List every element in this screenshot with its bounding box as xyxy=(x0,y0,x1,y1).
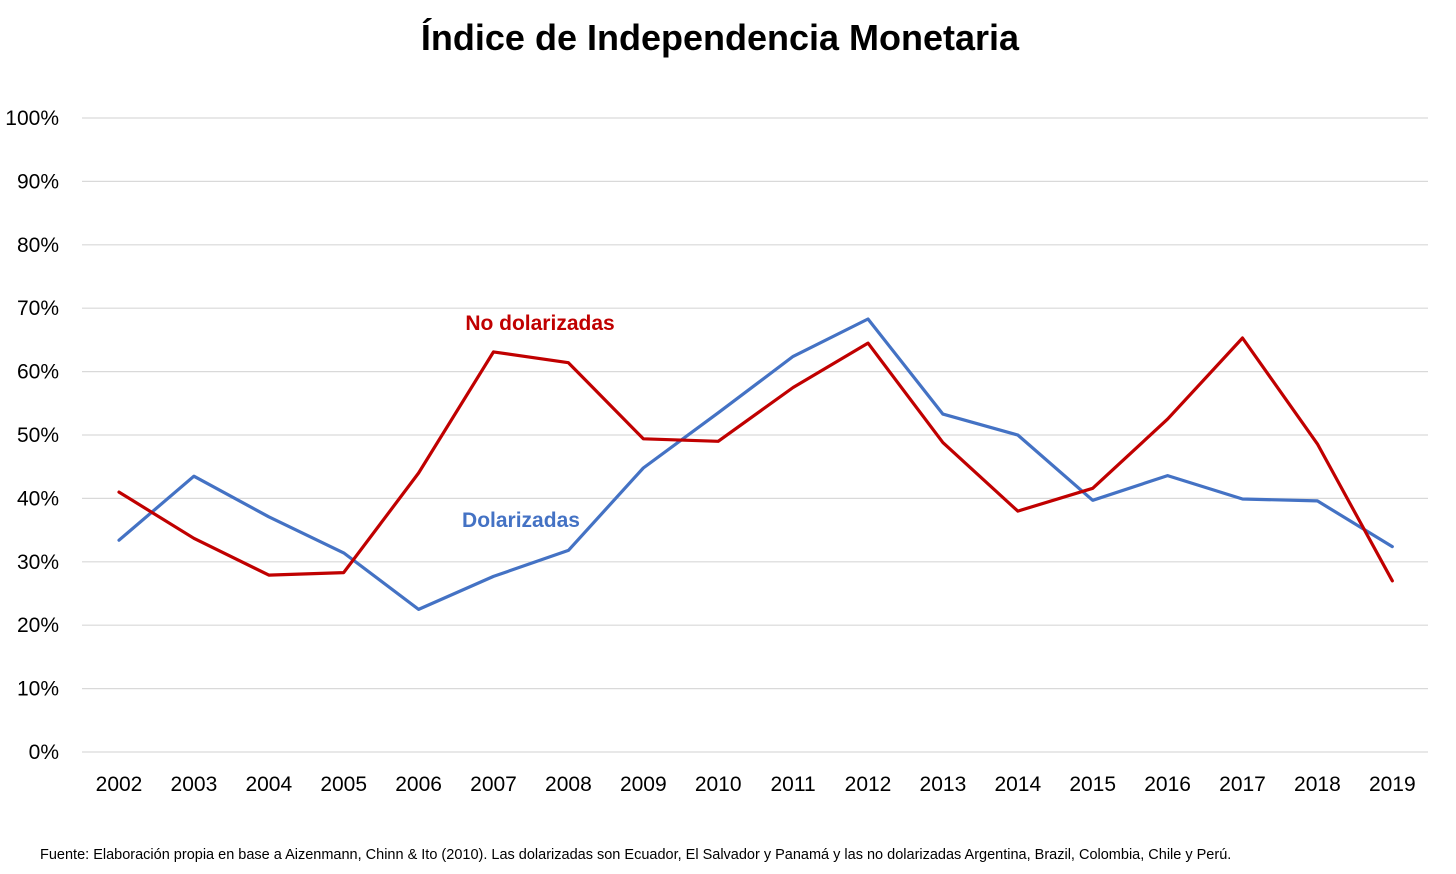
gridlines xyxy=(82,117,1428,753)
y-axis-ticks: 0% 10% 20% 30% 40% 50% 60% 70% 80% 90% 100% xyxy=(5,107,59,764)
y-tick-label: 70% xyxy=(17,297,59,320)
x-tick-label: 2018 xyxy=(1294,773,1341,796)
y-tick-label: 10% xyxy=(17,678,59,701)
y-tick-label: 60% xyxy=(17,361,59,384)
x-tick-label: 2007 xyxy=(470,773,517,796)
y-tick-label: 30% xyxy=(17,551,59,574)
x-tick-label: 2003 xyxy=(171,773,218,796)
x-tick-label: 2017 xyxy=(1219,773,1266,796)
x-tick-label: 2004 xyxy=(245,773,292,796)
x-axis-ticks: 2002 2003 2004 2005 2006 2007 2008 2009 2010 2011… xyxy=(96,773,1416,796)
chart-title: Índice de Independencia Monetaria xyxy=(421,17,1020,58)
x-tick-label: 2009 xyxy=(620,773,667,796)
y-tick-label: 100% xyxy=(5,107,59,130)
x-tick-label: 2016 xyxy=(1144,773,1191,796)
y-tick-label: 80% xyxy=(17,234,59,257)
y-tick-label: 50% xyxy=(17,424,59,447)
x-tick-label: 2005 xyxy=(320,773,367,796)
x-tick-label: 2008 xyxy=(545,773,592,796)
x-tick-label: 2013 xyxy=(920,773,967,796)
series-label-no-dolarizadas: No dolarizadas xyxy=(465,312,614,335)
x-tick-label: 2015 xyxy=(1069,773,1116,796)
x-tick-label: 2014 xyxy=(994,773,1041,796)
x-tick-label: 2019 xyxy=(1369,773,1416,796)
x-tick-label: 2006 xyxy=(395,773,442,796)
series-line-dolarizadas xyxy=(117,317,1394,612)
series-lines xyxy=(117,317,1394,612)
y-tick-label: 0% xyxy=(29,741,59,764)
series-label-dolarizadas: Dolarizadas xyxy=(462,509,580,532)
x-tick-label: 2010 xyxy=(695,773,742,796)
series-line-no-dolarizadas xyxy=(117,336,1394,583)
x-tick-label: 2012 xyxy=(845,773,892,796)
source-note: Fuente: Elaboración propia en base a Aiz… xyxy=(40,847,1231,863)
y-tick-label: 20% xyxy=(17,614,59,637)
y-tick-label: 90% xyxy=(17,170,59,193)
x-tick-label: 2002 xyxy=(96,773,143,796)
y-tick-label: 40% xyxy=(17,487,59,510)
x-tick-label: 2011 xyxy=(771,773,816,796)
